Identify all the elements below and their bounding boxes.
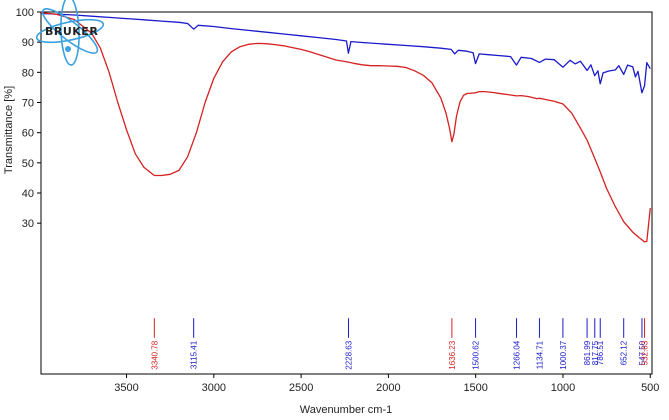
peak-label: 1266.04 — [513, 340, 522, 369]
bruker-logo: BRUKER — [35, 0, 105, 66]
x-tick-label: 2000 — [376, 382, 400, 394]
y-tick-label: 70 — [22, 98, 34, 110]
peak-label: 1500.62 — [472, 340, 481, 369]
y-tick-label: 40 — [22, 188, 34, 200]
series-layer — [40, 11, 651, 243]
peak-label: 817.75 — [591, 340, 600, 365]
x-axis-title: Wavenumber cm-1 — [300, 404, 393, 416]
peak-label: 532.63 — [641, 340, 650, 365]
y-tick-label: 30 — [22, 218, 34, 230]
peak-label: 3115.41 — [190, 340, 199, 369]
x-tick-label: 1500 — [463, 382, 487, 394]
peak-label: 861.99 — [583, 340, 592, 365]
atom-icon — [35, 0, 105, 66]
peak-label: 652.12 — [620, 340, 629, 365]
peak-marker-layer: 3340.78 3115.41 2228.63 1636.23 1500.62 1266.… — [150, 318, 650, 370]
y-axis-title: Transmittance [%] — [3, 86, 15, 174]
peak-label: 3340.78 — [150, 340, 159, 369]
y-tick-label: 80 — [22, 67, 34, 79]
peak-label: 2228.63 — [345, 340, 354, 369]
y-tick-label: 50 — [22, 158, 34, 170]
peak-label: 786.51 — [596, 340, 605, 365]
x-axis: 3500 3000 2500 2000 1500 1000 500 — [114, 374, 659, 394]
x-tick-label: 500 — [641, 382, 659, 394]
y-tick-label: 100 — [16, 7, 34, 19]
y-tick-label: 60 — [22, 128, 34, 140]
peak-label: 1000.37 — [559, 340, 568, 369]
x-tick-label: 1000 — [551, 382, 575, 394]
x-tick-label: 2500 — [289, 382, 313, 394]
x-tick-label: 3500 — [114, 382, 138, 394]
y-tick-label: 90 — [22, 37, 34, 49]
peak-label: 1636.23 — [448, 340, 457, 369]
peak-label: 547.50 — [638, 340, 647, 365]
x-tick-label: 3000 — [202, 382, 226, 394]
y-axis: 30 40 50 60 70 80 90 100 — [16, 7, 41, 230]
spectrum-line-2 — [40, 11, 651, 243]
peak-label: 1134.71 — [536, 340, 545, 369]
spectrum-line-1 — [40, 12, 651, 94]
logo-text: BRUKER — [45, 25, 98, 38]
